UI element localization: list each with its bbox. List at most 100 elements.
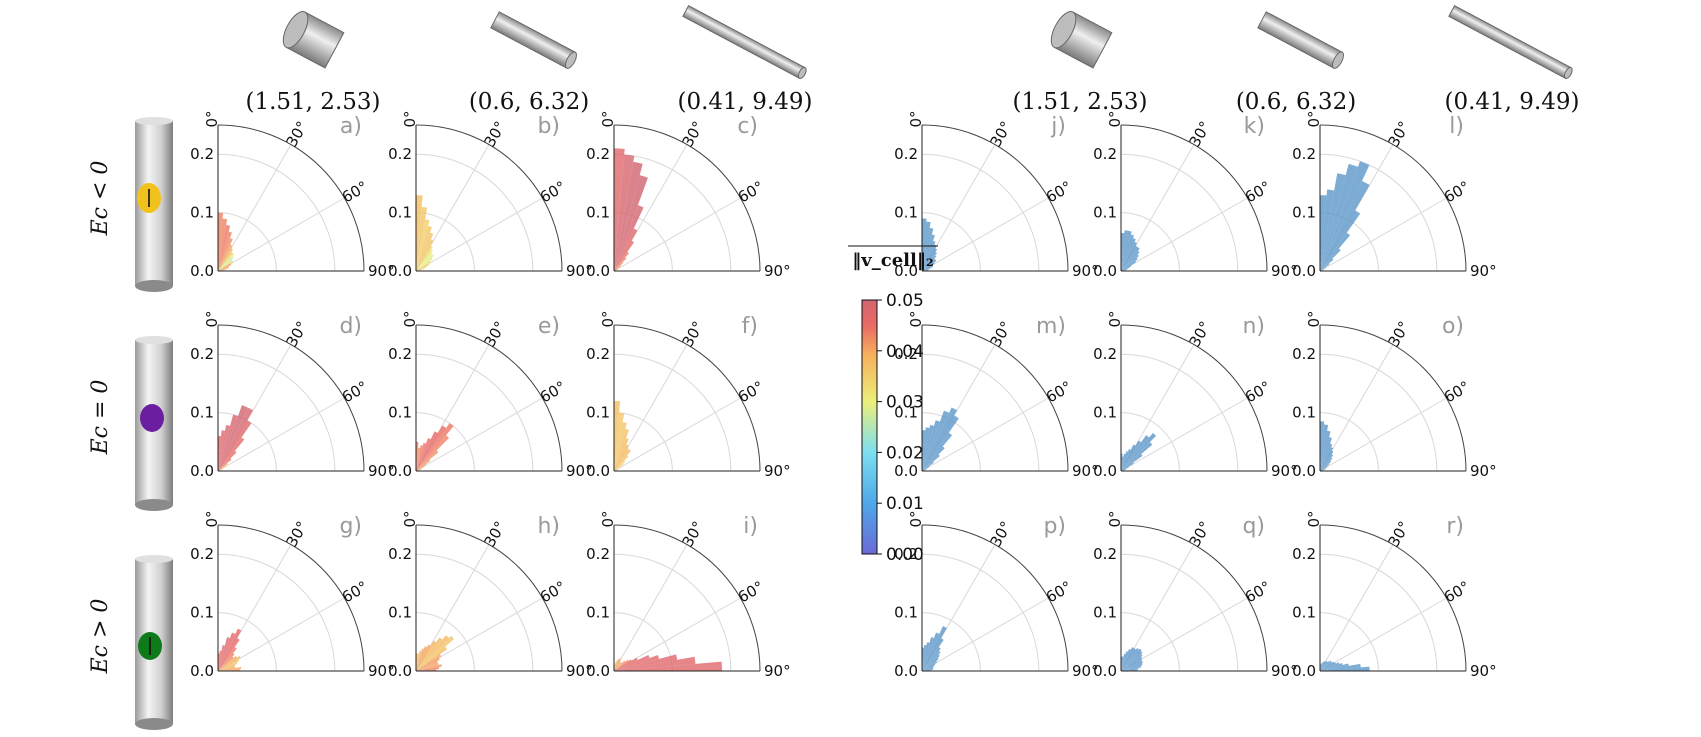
column-title-3: (0.41, 9.49) (678, 89, 813, 115)
histogram-bar (416, 635, 455, 671)
histogram-bar (922, 244, 937, 271)
histogram-bar (1320, 443, 1333, 471)
angle-tick-label: 60° (1043, 378, 1075, 407)
histogram-bar (1320, 454, 1334, 471)
histogram-bar (1320, 421, 1325, 471)
panel-label: p) (1043, 514, 1066, 539)
histogram-bar (218, 647, 237, 671)
histogram-bar (614, 659, 618, 671)
histogram-bar (614, 268, 619, 271)
radial-gridline (415, 153, 534, 272)
radial-gridline (217, 412, 277, 472)
angle-tick-label: 0° (1305, 310, 1323, 327)
histogram-bar (922, 265, 933, 271)
radial-tick-label: 0.2 (1093, 545, 1117, 563)
radial-tick-label: 0.0 (190, 262, 214, 280)
angle-tick-label: 30° (481, 118, 510, 150)
polar-panel-p: 0.0 0.1 0.2 0° 30° 60° 90° p) (894, 510, 1098, 680)
rod-icon-medium-2 (1257, 11, 1344, 69)
radial-gridline (415, 412, 475, 472)
radial-tick-label: 0.0 (586, 662, 610, 680)
radial-tick-label: 0.1 (586, 604, 610, 622)
histogram-bar (1320, 248, 1341, 271)
histogram-bar (922, 647, 941, 671)
histogram-bar (922, 665, 935, 671)
angle-tick-label: 60° (537, 578, 569, 607)
angle-tick-label: 60° (1441, 178, 1473, 207)
histogram-bar (1320, 266, 1327, 271)
histogram-bar (1320, 457, 1333, 471)
histogram-bar (416, 447, 421, 471)
angle-gridline (415, 197, 543, 272)
histogram-bar (614, 657, 622, 671)
histogram-bar (218, 424, 231, 471)
histogram-bar (1121, 665, 1142, 671)
histogram-bar (922, 415, 959, 471)
histogram-bar (416, 249, 433, 271)
histogram-bar (416, 425, 447, 471)
polar-panel-f: 0.0 0.1 0.2 0° 30° 60° 90° f) (586, 310, 790, 480)
colorbar-tick-label: 0.04 (886, 342, 924, 362)
radial-gridline (1319, 553, 1438, 672)
radial-gridline (921, 353, 1040, 472)
histogram-bar (1121, 245, 1138, 271)
histogram-bar (1320, 468, 1326, 471)
histogram-bar (1320, 189, 1335, 271)
histogram-bar (922, 248, 938, 271)
histogram-bar (614, 657, 638, 671)
histogram-bar (1121, 648, 1140, 671)
histogram-bar (218, 656, 234, 671)
radial-tick-label: 0.2 (1292, 345, 1316, 363)
histogram-bar (416, 423, 454, 471)
angle-tick-label: 30° (1186, 518, 1215, 550)
histogram-bar (218, 465, 226, 471)
radial-tick-label: 0.0 (894, 662, 918, 680)
panel-label: d) (339, 314, 362, 339)
angle-tick-label: 90° (764, 662, 791, 680)
histogram-bar (1121, 440, 1142, 471)
angle-tick-label: 30° (679, 518, 708, 550)
histogram-bar (1320, 161, 1370, 271)
histogram-bar (1320, 662, 1336, 671)
histogram-bar (1121, 432, 1157, 471)
histogram-bar (614, 251, 630, 271)
outer-arc (921, 524, 1069, 672)
histogram-bar (1121, 648, 1142, 671)
angle-tick-label: 0° (203, 310, 221, 327)
histogram-bar (922, 266, 933, 271)
histogram-bar (922, 255, 937, 271)
cylinder-illustrations (135, 117, 173, 730)
histogram-bar (922, 410, 950, 471)
histogram-bar (416, 664, 442, 671)
angle-tick-label: 0° (907, 110, 925, 127)
histogram-bar (1121, 230, 1129, 271)
panel-label: e) (538, 314, 560, 339)
radial-gridline (1319, 612, 1379, 672)
histogram-bar (922, 446, 945, 471)
radial-gridline (613, 353, 732, 472)
rod-icon-medium (490, 11, 577, 69)
polar-panel-b: 0.0 0.1 0.2 0° 30° 60° 90° b) (388, 110, 592, 280)
angle-tick-label: 0° (599, 310, 617, 327)
radial-tick-label: 0.1 (894, 604, 918, 622)
histogram-bar (416, 646, 428, 671)
radial-tick-label: 0.2 (190, 345, 214, 363)
histogram-bar (218, 435, 222, 471)
radial-gridline (1120, 612, 1180, 672)
histogram-bar (218, 218, 228, 271)
angle-gridline (415, 344, 490, 472)
radial-tick-label: 0.1 (894, 404, 918, 422)
radial-tick-label: 0.0 (388, 262, 412, 280)
angle-tick-label: 30° (481, 318, 510, 350)
outer-arc (921, 324, 1069, 472)
histogram-bar (416, 232, 434, 271)
histogram-bar (218, 266, 229, 271)
histogram-bar (416, 459, 431, 471)
radial-gridline (1120, 353, 1239, 472)
radial-gridline (921, 412, 981, 472)
angle-tick-label: 90° (1271, 662, 1298, 680)
radial-tick-label: 0.0 (586, 462, 610, 480)
histogram-bar (922, 644, 927, 671)
histogram-bar (614, 265, 622, 271)
histogram-bar (416, 219, 430, 271)
